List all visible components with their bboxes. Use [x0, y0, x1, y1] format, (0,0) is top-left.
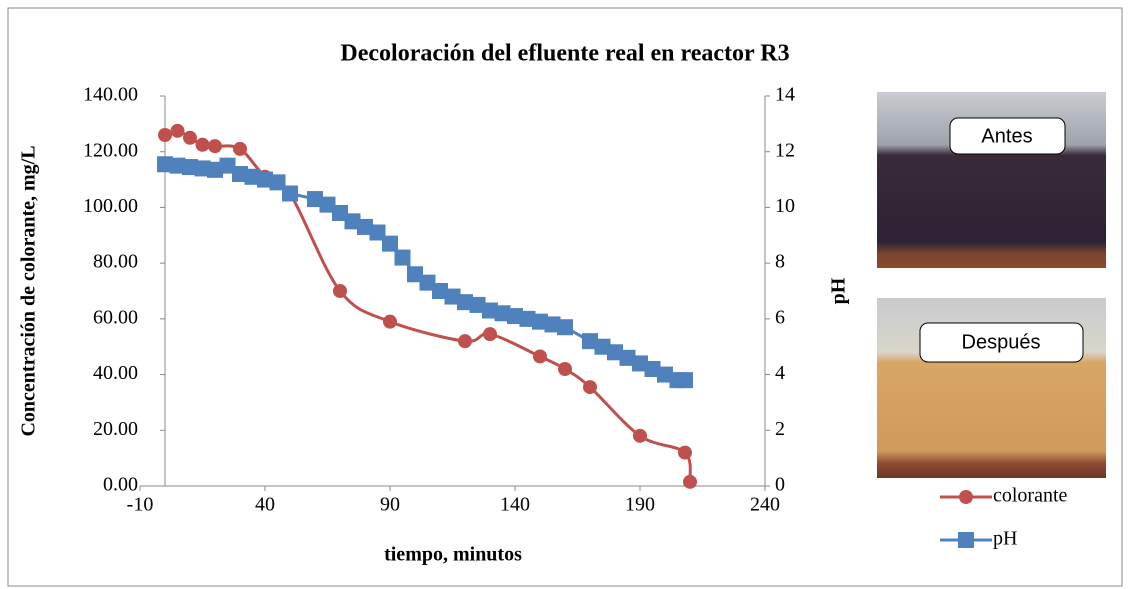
- data-point: [519, 310, 536, 327]
- data-point: [219, 157, 236, 174]
- data-point: [557, 319, 573, 336]
- data-point: [269, 174, 286, 191]
- data-point: [533, 349, 547, 364]
- data-point: [444, 288, 461, 305]
- data-point: [169, 157, 186, 174]
- data-point: [458, 334, 472, 349]
- data-point: [282, 185, 298, 202]
- data-point: [469, 296, 486, 313]
- data-point: [158, 128, 172, 142]
- data-point: [633, 428, 647, 443]
- data-point: [558, 362, 572, 376]
- data-point: [319, 196, 336, 213]
- y2-axis-label: pH: [828, 277, 850, 304]
- y-tick-label: 120.00: [83, 139, 138, 161]
- y-axis-label: Concentración de colorante, mg/L: [18, 145, 40, 436]
- data-point: [357, 218, 373, 235]
- data-point: [332, 205, 348, 221]
- data-point: [257, 171, 273, 188]
- x-tick-label: 40: [255, 494, 275, 516]
- data-point: [170, 123, 185, 138]
- data-point: [208, 139, 222, 154]
- photo-label: Antes: [981, 125, 1032, 147]
- x-axis-label: tiempo, minutos: [384, 544, 522, 566]
- y2-tick-label: 8: [775, 251, 785, 273]
- y2-tick-label: 6: [775, 306, 785, 328]
- data-point: [619, 349, 636, 366]
- data-point: [507, 308, 523, 325]
- y-tick-label: 0.00: [103, 474, 138, 496]
- data-point: [677, 372, 693, 389]
- data-point: [494, 305, 511, 322]
- data-point: [544, 316, 561, 333]
- data-point: [394, 249, 411, 266]
- data-point: [244, 168, 261, 185]
- data-point: [233, 141, 247, 156]
- data-point: [582, 333, 598, 350]
- x-tick-label: 190: [625, 494, 655, 516]
- y2-tick-label: 0: [775, 474, 785, 496]
- y-tick-label: 20.00: [93, 418, 138, 440]
- data-point: [307, 191, 323, 208]
- data-point: [182, 159, 198, 176]
- x-tick-label: 90: [380, 494, 400, 516]
- data-point: [344, 213, 361, 230]
- data-point: [583, 380, 597, 395]
- data-point: [457, 294, 473, 311]
- data-point: [432, 283, 448, 299]
- y2-tick-label: 2: [775, 418, 785, 440]
- data-point: [333, 284, 347, 298]
- data-point: [419, 274, 436, 291]
- y-tick-label: 100.00: [83, 195, 138, 217]
- legend-label: pH: [993, 528, 1017, 550]
- data-point: [195, 137, 210, 152]
- data-point: [678, 445, 692, 460]
- data-point: [594, 338, 611, 355]
- x-tick-label: -10: [127, 494, 154, 516]
- label-box: [919, 322, 1084, 363]
- data-point: [194, 160, 211, 177]
- data-point: [232, 166, 248, 182]
- y-tick-label: 140.00: [83, 84, 138, 106]
- data-point: [382, 235, 398, 252]
- data-point: [369, 224, 386, 241]
- y-tick-label: 40.00: [93, 362, 138, 384]
- y2-tick-label: 12: [775, 139, 795, 161]
- data-point: [482, 302, 498, 319]
- photo-label: Después: [962, 331, 1041, 353]
- y-tick-label: 80.00: [93, 251, 138, 273]
- data-point: [532, 313, 548, 330]
- legend-label: colorante: [993, 485, 1068, 507]
- data-point: [644, 361, 661, 377]
- data-point: [183, 130, 197, 145]
- data-point: [483, 327, 497, 342]
- y2-tick-label: 10: [775, 195, 795, 217]
- y2-tick-label: 14: [775, 84, 795, 106]
- y-tick-label: 60.00: [93, 306, 138, 328]
- x-tick-label: 240: [750, 494, 780, 516]
- data-point: [207, 161, 223, 178]
- data-point: [607, 344, 623, 361]
- data-point: [657, 366, 673, 383]
- legend-marker: [959, 490, 973, 504]
- data-point: [383, 314, 397, 329]
- label-box: [949, 117, 1066, 155]
- x-tick-label: 140: [500, 494, 530, 516]
- data-point: [683, 474, 697, 489]
- data-point: [157, 156, 173, 173]
- chart-title: Decoloración del efluente real en reacto…: [340, 41, 789, 67]
- legend-marker: [958, 532, 974, 548]
- data-point: [632, 355, 648, 372]
- data-point: [407, 266, 423, 283]
- y2-tick-label: 4: [775, 362, 785, 384]
